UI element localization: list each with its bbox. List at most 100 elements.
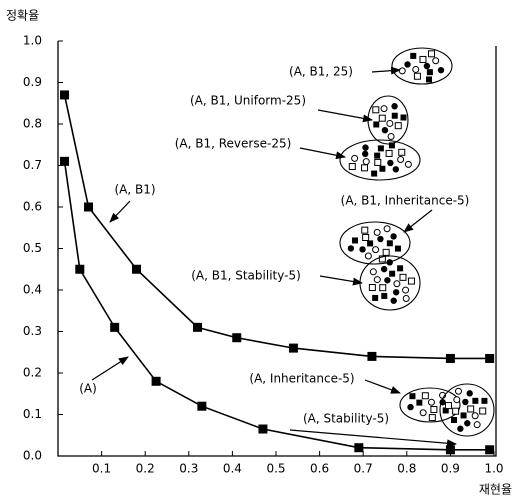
y-axis-title: 정확율 [6,9,39,23]
dot [362,227,368,233]
marker [354,443,363,452]
marker [152,377,161,386]
marker [367,352,376,361]
dot [384,226,390,232]
marker [110,323,119,332]
annotation: (A, B1, Stability-5) [191,269,301,283]
dot [416,400,422,406]
dot [454,397,460,403]
marker [75,265,84,274]
dot [451,417,457,423]
dot [481,398,487,404]
dot [390,233,396,239]
dot [466,390,472,396]
x-tick-label: 0.6 [310,462,329,476]
dot [363,159,369,165]
x-tick-label: 0.3 [179,462,198,476]
arrow [365,380,400,393]
y-tick-label: 0.2 [23,366,42,380]
x-axis-title: 재현율 [479,483,512,497]
dot [445,403,451,409]
x-tick-label: 1.0 [484,462,503,476]
dot [397,265,403,271]
dot [370,269,376,275]
dot [404,61,410,67]
marker [132,265,141,274]
y-tick-label: 0.4 [23,283,42,297]
dot [383,249,389,255]
dot [386,150,392,156]
marker [60,157,69,166]
dot [352,237,358,243]
annotation: (A, B1, Inheritance-5) [341,194,470,208]
y-tick-label: 0.3 [23,324,42,338]
dot [453,408,459,414]
dot [367,240,373,246]
x-tick-label: 0.1 [92,462,111,476]
dot [429,415,435,421]
dot [352,155,358,161]
dot [409,393,415,399]
dot [400,274,406,280]
marker [197,402,206,411]
dot [384,277,390,283]
dot [433,58,439,64]
dot [422,393,428,399]
marker [258,425,267,434]
dot [349,164,355,170]
marker [60,90,69,99]
dot [474,422,480,428]
dot [400,115,406,121]
y-tick-label: 0.6 [23,200,42,214]
dot [403,287,409,293]
dot [372,295,378,301]
clusters [340,48,494,436]
dot [365,253,371,259]
dot [363,235,369,241]
arrow [318,110,372,120]
dot [393,289,399,295]
dot [381,106,387,112]
chart: 정확율 재현율 0.00.10.20.30.40.50.60.70.80.91.… [0,0,518,501]
dot [398,156,404,162]
arrow [290,430,456,444]
y-tick-label: 0.9 [23,75,42,89]
dot [373,247,379,253]
y-tick-label: 0.5 [23,241,42,255]
arrow [320,276,362,283]
y-tick-label: 0.1 [23,407,42,421]
dot [389,271,395,277]
dot [428,399,434,405]
marker [485,445,494,454]
dot [378,145,384,151]
dot [457,426,463,432]
dot [379,115,385,121]
dot [373,107,379,113]
dot [405,161,411,167]
dot [395,123,401,129]
cluster [392,48,452,84]
dot [380,285,386,291]
line [65,95,490,359]
dot [403,296,409,302]
arrow [372,70,400,72]
dot [387,240,393,246]
dot [462,399,468,405]
dot [407,404,413,410]
dot [420,410,426,416]
dot [455,388,461,394]
dot [373,121,379,127]
dot [362,165,368,171]
dot [387,120,393,126]
arrow [110,201,130,222]
y-tick-label: 1.0 [23,34,42,48]
dot [414,73,420,79]
dot [379,166,385,172]
annotation: (A, B1, 25) [289,65,353,79]
dot [472,413,478,419]
marker [232,333,241,342]
dot [374,229,380,235]
dot [431,407,437,413]
annotation: (A, B1, Uniform-25) [190,94,306,108]
dot [410,53,416,59]
